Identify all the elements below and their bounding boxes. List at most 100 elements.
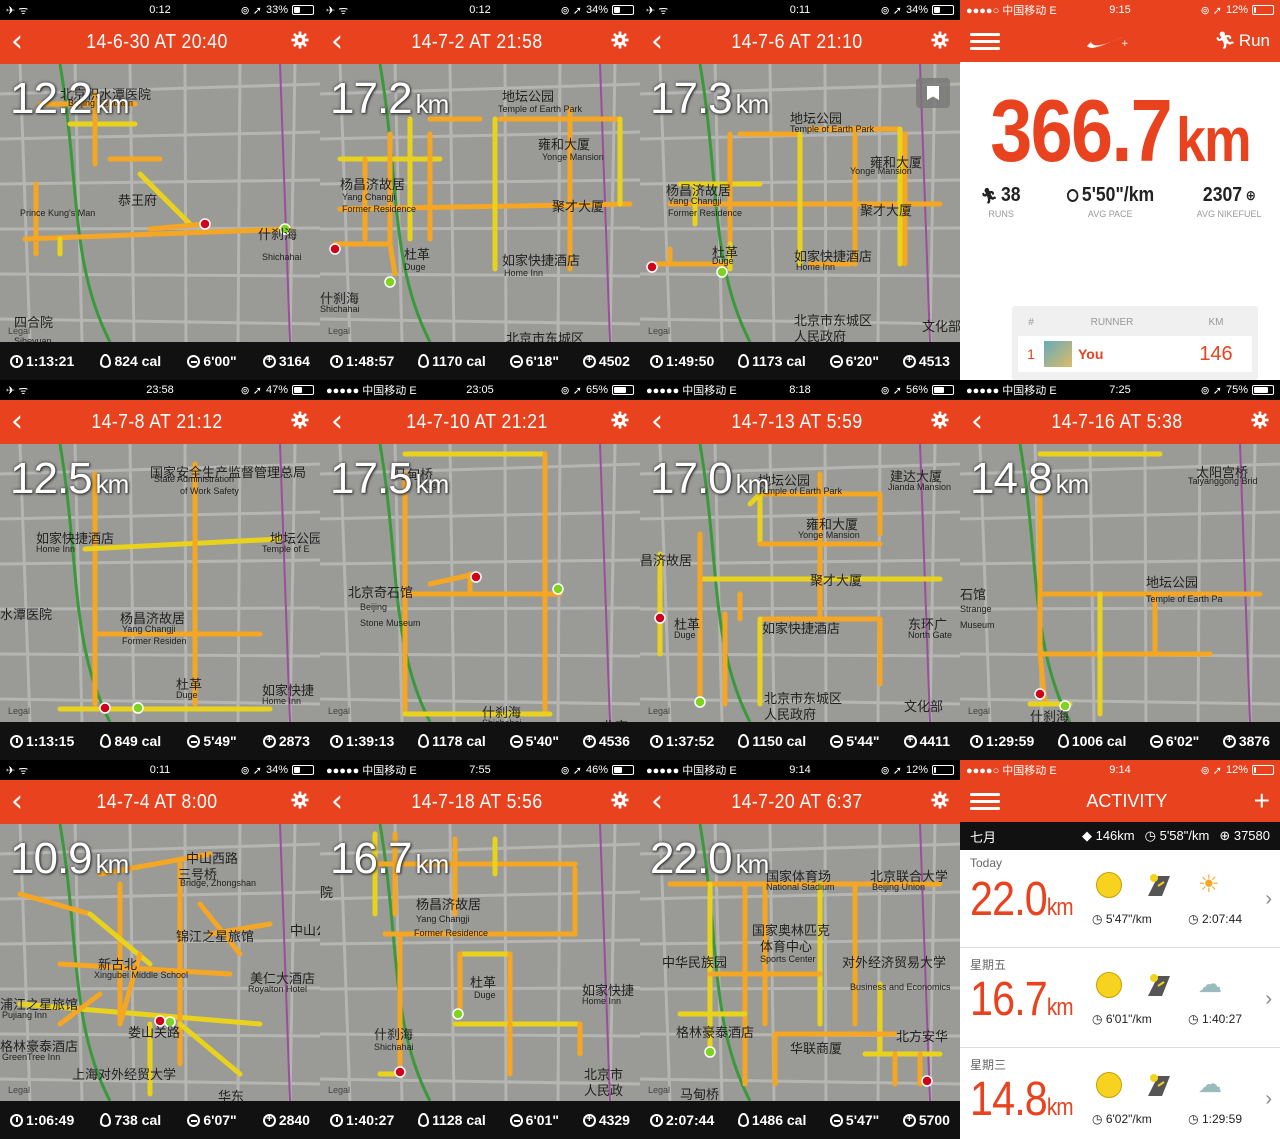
settings-button[interactable] [280,780,320,824]
map-label: 什刹海 [374,1027,414,1042]
back-button[interactable]: ‹ [640,400,674,444]
location-icon: ⊚ ➚ [560,384,582,397]
calories-value: 1128 cal [432,1112,486,1128]
battery-percent: 75% [1225,384,1248,396]
map-label: 杜革 [176,677,203,692]
leaderboard[interactable]: # RUNNER KM 1 You 146 [1012,306,1258,380]
settings-button[interactable] [1240,400,1280,444]
status-bar: ●●●●● 中国移动 E 9:14 ⊚ ➚ 12% [640,760,960,780]
run-stats-bar: 1:06:49 738 cal 6'07" 2840 [0,1101,320,1139]
legal-link[interactable]: Legal [648,1085,671,1095]
settings-button[interactable] [600,20,640,64]
back-button[interactable]: ‹ [960,400,994,444]
settings-button[interactable] [920,400,960,444]
map-label: Shichahai [1030,720,1070,722]
back-button[interactable]: ‹ [640,780,674,824]
activity-row[interactable]: Today 22.0km ☀ ◷ 5'47"/km ◷ 2:07:44 › [960,850,1280,948]
legal-link[interactable]: Legal [8,706,31,716]
settings-button[interactable] [280,20,320,64]
bookmark-button[interactable] [916,78,950,108]
add-icon[interactable]: + [1253,785,1270,816]
back-button[interactable]: ‹ [320,400,354,444]
leaderboard-row[interactable]: 1 You 146 [1018,336,1252,372]
run-distance: 12.5 km [10,454,129,504]
end-marker [154,1015,166,1027]
map-label: Xingubei Middle School [94,970,189,980]
map-label: 雍和大厦 [870,155,923,170]
back-button[interactable]: ‹ [0,20,34,64]
map-label: State Administration [154,474,235,484]
map-label: 聚才大厦 [810,573,863,588]
route-map[interactable]: 地坛公园 Temple of Earth Park 雍和大厦 Yonge Mansio… [320,64,640,342]
map-label: 北方安华 [896,1029,949,1044]
route-map[interactable]: 太阳宫桥 Taiyanggong Brid 地坛公园 Temple of Earth … [960,444,1280,722]
settings-button[interactable] [920,780,960,824]
gear-icon [1251,410,1269,434]
calories-value: 1173 cal [752,353,806,369]
settings-button[interactable] [280,400,320,444]
calories-value: 738 cal [114,1112,162,1128]
map-label: Beijing [360,602,388,612]
nav-bar: ‹ 14-7-8 AT 21:12 [0,400,320,444]
activity-distance-unit: km [1046,894,1074,921]
battery-icon [292,5,314,15]
leaderboard-km: 146 [1199,342,1233,365]
menu-icon[interactable] [970,792,1000,810]
back-button[interactable]: ‹ [320,780,354,824]
activity-row[interactable]: 星期五 16.7km ☁ ◷ 6'01"/km ◷ 1:40:27 › [960,950,1280,1048]
legal-link[interactable]: Legal [8,1085,31,1095]
activity-distance-value: 22.0 [970,873,1048,926]
fuel-value: 4329 [598,1112,630,1128]
legal-link[interactable]: Legal [648,326,671,336]
fuel-value: 4513 [918,353,950,369]
chevron-right-icon: › [1265,888,1272,910]
location-icon: ⊚ ➚ [240,764,262,777]
map-label: 杨昌济故居 [120,611,186,626]
route-map[interactable]: 北京积水潭医院 Beijing Jishuitan 恭王府 Prince Kung's… [0,64,320,342]
route-map[interactable]: 地坛公园 Temple of Earth Park 雍和大厦 Yonge Mansio… [640,64,960,342]
back-button[interactable]: ‹ [0,400,34,444]
legal-link[interactable]: Legal [328,326,351,336]
month-distance-value: 146km [1095,828,1135,843]
map-label: Pujiang Inn [2,1010,48,1020]
legal-link[interactable]: Legal [328,706,351,716]
activity-duration-value: 1:29:59 [1201,1112,1242,1126]
legal-link[interactable]: Legal [648,706,671,716]
legal-link[interactable]: Legal [968,706,991,716]
run-title: 14-7-10 AT 21:21 [406,410,548,433]
legal-link[interactable]: Legal [328,1085,351,1095]
route-map[interactable]: 院杨昌济故居 Yang Changji Former Residence 杜革 Duge… [320,824,640,1101]
run-button[interactable]: 🏃︎ Run [1214,31,1270,51]
back-button[interactable]: ‹ [640,20,674,64]
menu-icon[interactable] [970,32,1000,50]
calories-value: 1150 cal [752,733,807,749]
fuel-stat: 4536 [582,733,630,749]
route-map[interactable]: 国家体育场 National Stadium 北京联合大学 Beijing Union… [640,824,960,1101]
flame-icon [1057,734,1069,748]
chevron-right-icon: › [1265,988,1272,1010]
route-map[interactable]: 地坛公园 Temple of Earth Park 建达大厦 Jianda Mansi… [640,444,960,722]
run-stats-bar: 1:39:13 1178 cal 5'40" 4536 [320,722,640,760]
back-button[interactable]: ‹ [0,780,34,824]
mood-happy-icon [1096,1072,1122,1098]
location-icon: ⊚ ➚ [240,384,262,397]
legal-link[interactable]: Legal [8,326,31,336]
pace-stat: 6'01" [509,1112,559,1128]
settings-button[interactable] [600,400,640,444]
run-distance: 17.2 km [330,74,449,124]
map-label: Sports Center [760,954,816,964]
distance-value: 14.8 [970,454,1053,503]
battery-percent: 56% [905,384,928,396]
run-detail-screen: ●●●●● 中国移动 E 8:18 ⊚ ➚ 56% ‹ 14-7-13 AT 5… [640,380,960,760]
settings-button[interactable] [600,780,640,824]
route-map[interactable]: 国家安全生产监督管理总局 State Administration of Work … [0,444,320,722]
settings-button[interactable] [920,20,960,64]
activity-row[interactable]: 星期三 14.8km ☁ ◷ 6'02"/km ◷ 1:29:59 › [960,1050,1280,1139]
duration-stat: 1:37:52 [650,733,714,749]
location-icon: ⊚ ➚ [880,4,902,17]
status-bar: ●●●●● 中国移动 E 7:25 ⊚ ➚ 75% [960,380,1280,400]
battery-icon [932,5,954,15]
back-button[interactable]: ‹ [320,20,354,64]
